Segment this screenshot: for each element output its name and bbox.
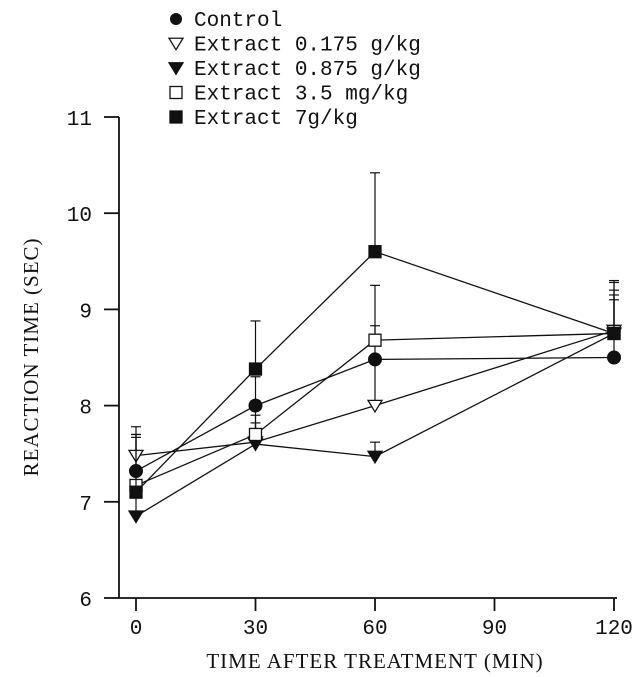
data-point — [368, 333, 382, 347]
legend-item: Extract 0.175 g/kg — [167, 35, 421, 58]
legend-marker — [169, 110, 183, 124]
series-line — [135, 329, 615, 457]
data-point — [366, 399, 384, 414]
legend-marker — [169, 85, 183, 100]
data-point — [368, 245, 382, 259]
legend-label: Extract 0.175 g/kg — [194, 35, 421, 58]
series-layer — [127, 172, 623, 524]
axes — [118, 117, 617, 599]
legend-item: Extract 3.5 mg/kg — [169, 84, 408, 107]
x-tick-label: 90 — [482, 618, 507, 641]
data-point — [248, 362, 263, 376]
legend-label: Extract 3.5 mg/kg — [194, 84, 408, 107]
y-tick-label: 7 — [79, 494, 92, 517]
x-ticks: 0 30 60 90 120 — [130, 598, 633, 641]
series-line — [135, 332, 615, 517]
y-tick-label: 11 — [67, 109, 92, 132]
y-tick-label: 8 — [79, 398, 92, 421]
data-point — [366, 450, 384, 465]
data-point — [607, 350, 621, 365]
series-line — [135, 250, 615, 493]
legend-marker — [167, 62, 185, 76]
data-point — [127, 510, 145, 524]
data-point — [607, 326, 621, 341]
y-ticks: 6 7 8 9 10 11 — [67, 109, 119, 613]
y-axis-title: REACTION TIME (SEC) — [19, 237, 43, 476]
x-axis-title: TIME AFTER TREATMENT (MIN) — [206, 649, 543, 673]
y-tick-label: 6 — [79, 590, 92, 613]
legend-label: Control — [194, 10, 282, 33]
legend-label: Extract 0.875 g/kg — [194, 59, 421, 82]
legend-marker — [170, 13, 182, 25]
x-tick-label: 60 — [362, 618, 387, 641]
legend-item: Control — [170, 10, 282, 33]
series-5 — [129, 172, 621, 499]
x-tick-label: 120 — [595, 618, 633, 641]
y-tick-label: 10 — [67, 205, 92, 228]
series-line — [135, 356, 615, 472]
legend-item: Extract 0.875 g/kg — [167, 59, 421, 82]
x-tick-label: 0 — [130, 618, 143, 641]
legend-item: Extract 7g/kg — [169, 108, 358, 131]
legend-marker — [167, 37, 185, 52]
series-line — [135, 332, 615, 487]
legend-label: Extract 7g/kg — [194, 108, 358, 131]
x-tick-label: 30 — [243, 618, 268, 641]
data-point — [129, 485, 143, 499]
y-tick-label: 9 — [79, 301, 92, 324]
data-point — [248, 427, 263, 442]
